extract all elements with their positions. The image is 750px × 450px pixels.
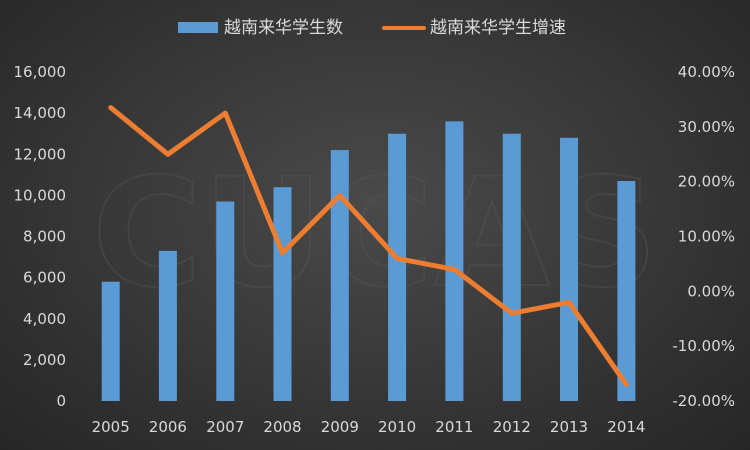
y-right-tick-label: 20.00% bbox=[678, 173, 735, 191]
x-tick-label: 2007 bbox=[206, 418, 244, 436]
x-axis: 2005 2006 2007 2008 2009 2010 2011 2012 2013 2014 bbox=[92, 418, 646, 436]
y-left-tick-label: 6,000 bbox=[23, 269, 66, 287]
y-left-tick-label: 12,000 bbox=[14, 145, 67, 163]
bar-2010 bbox=[388, 133, 407, 401]
x-tick-label: 2005 bbox=[92, 418, 130, 436]
x-tick-label: 2008 bbox=[263, 418, 301, 436]
x-tick-label: 2012 bbox=[493, 418, 531, 436]
bar-2007 bbox=[216, 201, 235, 401]
bar-series bbox=[101, 121, 636, 402]
x-tick-label: 2010 bbox=[378, 418, 416, 436]
y-right-tick-label: -10.00% bbox=[672, 337, 735, 355]
y-left-tick-label: 16,000 bbox=[14, 63, 67, 81]
y-axis-left: 0 2,000 4,000 6,000 8,000 10,000 12,000 14,000 1… bbox=[14, 63, 67, 410]
y-axis-right: -20.00% -10.00% 0.00% 10.00% 20.00% 30.00% 40.… bbox=[672, 63, 735, 410]
bar-2005 bbox=[101, 281, 120, 401]
y-right-tick-label: 30.00% bbox=[678, 118, 735, 136]
legend: 越南来华学生数 越南来华学生增速 bbox=[178, 18, 566, 38]
y-left-tick-label: 14,000 bbox=[14, 104, 67, 122]
y-left-tick-label: 4,000 bbox=[23, 310, 66, 328]
y-left-tick-label: 2,000 bbox=[23, 351, 66, 369]
growth-line bbox=[108, 105, 629, 388]
line-series bbox=[108, 105, 629, 388]
bar-2012 bbox=[502, 133, 521, 401]
x-tick-label: 2013 bbox=[550, 418, 588, 436]
y-left-tick-label: 10,000 bbox=[14, 186, 67, 204]
y-left-tick-label: 8,000 bbox=[23, 228, 66, 246]
bar-2009 bbox=[330, 150, 349, 401]
legend-bar-label: 越南来华学生数 bbox=[224, 18, 343, 38]
bar-2006 bbox=[158, 250, 177, 401]
y-right-tick-label: 0.00% bbox=[687, 282, 735, 300]
x-tick-label: 2006 bbox=[149, 418, 187, 436]
y-right-tick-label: 10.00% bbox=[678, 228, 735, 246]
x-tick-label: 2009 bbox=[321, 418, 359, 436]
x-tick-label: 2014 bbox=[607, 418, 645, 436]
bar-2014 bbox=[617, 181, 636, 401]
legend-bar-swatch bbox=[178, 22, 218, 33]
legend-line-label: 越南来华学生增速 bbox=[430, 18, 566, 38]
y-right-tick-label: 40.00% bbox=[678, 63, 735, 81]
bar-2013 bbox=[560, 137, 578, 402]
y-right-tick-label: -20.00% bbox=[672, 392, 735, 410]
x-tick-label: 2011 bbox=[435, 418, 473, 436]
bar-2008 bbox=[273, 187, 292, 401]
y-left-tick-label: 0 bbox=[56, 392, 66, 410]
bar-2011 bbox=[445, 121, 464, 402]
